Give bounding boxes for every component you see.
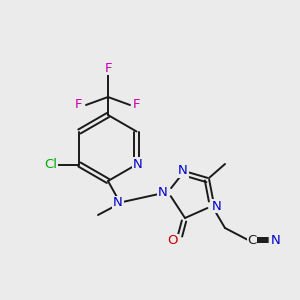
Text: N: N <box>113 196 123 209</box>
Text: Cl: Cl <box>44 158 57 171</box>
Text: N: N <box>158 185 168 199</box>
Text: N: N <box>212 200 222 212</box>
Text: C: C <box>248 233 256 247</box>
Text: F: F <box>75 98 83 112</box>
Text: N: N <box>271 233 281 247</box>
Text: F: F <box>133 98 141 112</box>
Text: N: N <box>133 158 142 171</box>
Text: F: F <box>104 61 112 74</box>
Text: O: O <box>168 235 178 248</box>
Text: N: N <box>178 164 188 178</box>
